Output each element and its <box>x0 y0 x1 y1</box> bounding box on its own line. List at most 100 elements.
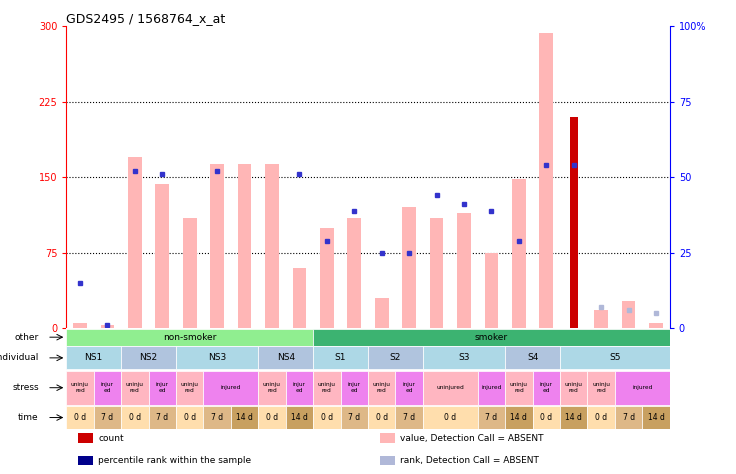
Bar <box>313 406 341 429</box>
Bar <box>403 208 416 328</box>
Text: uninju
red: uninju red <box>263 383 281 393</box>
Text: injur
ed: injur ed <box>348 383 361 393</box>
Bar <box>78 456 93 465</box>
Bar <box>73 323 87 328</box>
Bar <box>395 406 423 429</box>
Bar <box>380 433 395 443</box>
Bar <box>539 33 553 328</box>
Text: 14 d: 14 d <box>236 413 253 422</box>
Bar <box>478 371 505 405</box>
Text: 7 d: 7 d <box>623 413 634 422</box>
Bar <box>505 371 533 405</box>
Text: smoker: smoker <box>475 333 508 342</box>
Bar <box>121 406 149 429</box>
Text: 0 d: 0 d <box>595 413 607 422</box>
Text: 14 d: 14 d <box>511 413 527 422</box>
Bar <box>430 218 443 328</box>
Bar <box>66 406 93 429</box>
Bar <box>505 346 560 369</box>
Text: injur
ed: injur ed <box>403 383 416 393</box>
Bar <box>368 406 395 429</box>
Text: stress: stress <box>13 383 39 392</box>
Text: injur
ed: injur ed <box>539 383 553 393</box>
Bar <box>478 406 505 429</box>
Bar <box>258 346 313 369</box>
Bar <box>66 346 121 369</box>
Text: injur
ed: injur ed <box>101 383 114 393</box>
Bar <box>423 371 478 405</box>
Bar <box>286 406 313 429</box>
Bar <box>231 406 258 429</box>
Bar <box>238 164 252 328</box>
Bar <box>66 329 313 346</box>
Bar <box>265 164 279 328</box>
Bar <box>66 371 93 405</box>
Text: non-smoker: non-smoker <box>163 333 216 342</box>
Bar <box>395 371 423 405</box>
Text: 7 d: 7 d <box>211 413 223 422</box>
Bar <box>78 433 93 443</box>
Text: S4: S4 <box>527 353 538 362</box>
Bar <box>341 406 368 429</box>
Bar <box>258 406 286 429</box>
Text: uninju
red: uninju red <box>510 383 528 393</box>
Bar <box>286 371 313 405</box>
Bar <box>368 346 423 369</box>
Text: uninju
red: uninju red <box>372 383 391 393</box>
Text: 0 d: 0 d <box>74 413 86 422</box>
Text: NS3: NS3 <box>208 353 226 362</box>
Text: 7 d: 7 d <box>102 413 113 422</box>
Text: 0 d: 0 d <box>445 413 456 422</box>
Bar <box>341 371 368 405</box>
Text: 0 d: 0 d <box>266 413 278 422</box>
Bar <box>176 406 203 429</box>
Bar <box>203 371 258 405</box>
Bar <box>587 371 615 405</box>
Text: S5: S5 <box>609 353 620 362</box>
Text: 0 d: 0 d <box>375 413 388 422</box>
Bar <box>615 371 670 405</box>
Bar <box>560 346 670 369</box>
Text: 7 d: 7 d <box>485 413 498 422</box>
Bar <box>203 406 231 429</box>
Text: 14 d: 14 d <box>648 413 665 422</box>
Text: S3: S3 <box>459 353 470 362</box>
Text: other: other <box>15 333 39 342</box>
Text: NS2: NS2 <box>140 353 158 362</box>
Bar <box>484 253 498 328</box>
Text: uninju
red: uninju red <box>126 383 144 393</box>
Text: 0 d: 0 d <box>321 413 333 422</box>
Bar <box>423 406 478 429</box>
Text: uninju
red: uninju red <box>565 383 583 393</box>
Text: S1: S1 <box>335 353 347 362</box>
Bar <box>505 406 533 429</box>
Bar <box>368 371 395 405</box>
Text: NS4: NS4 <box>277 353 294 362</box>
Text: percentile rank within the sample: percentile rank within the sample <box>98 456 252 465</box>
Bar <box>258 371 286 405</box>
Bar <box>380 456 395 465</box>
Bar <box>560 406 587 429</box>
Bar <box>347 218 361 328</box>
Bar <box>643 406 670 429</box>
Bar <box>101 326 114 328</box>
Text: uninju
red: uninju red <box>592 383 610 393</box>
Text: 7 d: 7 d <box>348 413 361 422</box>
Bar <box>313 371 341 405</box>
Text: 0 d: 0 d <box>540 413 553 422</box>
Bar <box>457 212 471 328</box>
Text: NS1: NS1 <box>85 353 103 362</box>
Bar <box>615 406 643 429</box>
Bar <box>313 346 368 369</box>
Bar <box>149 371 176 405</box>
Bar <box>320 228 333 328</box>
Bar <box>176 371 203 405</box>
Bar <box>622 301 635 328</box>
Text: count: count <box>98 434 124 443</box>
Text: 0 d: 0 d <box>183 413 196 422</box>
Text: uninjured: uninjured <box>436 385 464 390</box>
Text: uninju
red: uninju red <box>180 383 199 393</box>
Bar <box>649 323 663 328</box>
Text: uninju
red: uninju red <box>71 383 89 393</box>
Text: rank, Detection Call = ABSENT: rank, Detection Call = ABSENT <box>400 456 539 465</box>
